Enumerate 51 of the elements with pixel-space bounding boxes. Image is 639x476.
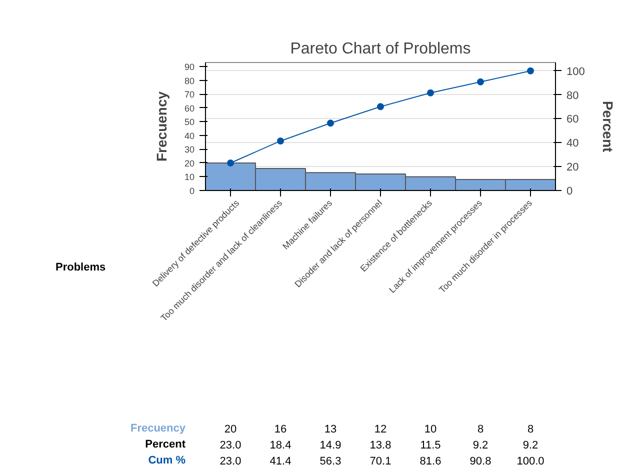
- y-tick-label: 0: [189, 186, 195, 196]
- text: 18.4: [270, 440, 292, 452]
- y-tick-label: 20: [184, 158, 195, 168]
- y-tick-label: 90: [184, 62, 195, 72]
- data-label: 12: [374, 424, 387, 436]
- y2-tick-label: 20: [566, 162, 579, 174]
- x-axis-title: Problems: [56, 262, 106, 274]
- data-label: 16: [274, 424, 287, 436]
- point: [377, 103, 384, 110]
- y2-axis-title: Percent: [600, 100, 616, 153]
- y-tick-label: 50: [184, 117, 195, 128]
- text: Cum %: [148, 454, 186, 466]
- text: 14.9: [320, 440, 342, 452]
- data-label: 23.0: [220, 456, 242, 468]
- data-label: 70.1: [370, 456, 392, 468]
- point: [277, 137, 284, 144]
- y-tick-label: 40: [184, 130, 195, 141]
- y-axis-title: Frecuency: [153, 91, 170, 162]
- data-label: 56.3: [320, 456, 342, 468]
- data-label: 20: [224, 424, 237, 436]
- y2-tick-label: 100: [566, 66, 585, 78]
- y2-tick-label: 60: [566, 114, 579, 126]
- data-label: 41.4: [270, 456, 292, 468]
- point: [477, 78, 484, 86]
- data-label: 8: [477, 424, 484, 436]
- text: 23.0: [220, 440, 242, 452]
- text: 11.5: [420, 440, 441, 452]
- text: 9.2: [472, 440, 488, 452]
- y-tick-label: 60: [184, 103, 195, 114]
- point: [427, 89, 434, 96]
- data-label: 13: [324, 424, 337, 436]
- y-tick-label: 80: [184, 76, 195, 86]
- text: 9.2: [522, 440, 538, 452]
- point: [327, 120, 334, 127]
- data-label: 10: [424, 424, 437, 436]
- y2-tick-label: 80: [566, 90, 579, 102]
- data-label: 81.6: [420, 456, 442, 468]
- text: Percent: [145, 438, 186, 450]
- y2-tick-label: 0: [566, 186, 573, 198]
- y2-tick-label: 40: [566, 138, 579, 150]
- point: [527, 67, 534, 74]
- data-label: 8: [527, 424, 534, 436]
- text: 13.8: [370, 440, 392, 452]
- data-label: 90.8: [470, 456, 492, 468]
- y-tick-label: 30: [184, 144, 195, 155]
- y-tick-label: 10: [184, 172, 195, 182]
- text: Frecuency: [130, 422, 186, 434]
- y-tick-label: 70: [184, 90, 195, 100]
- data-label: 100.0: [516, 456, 544, 468]
- chart-title: Pareto Chart of Problems: [290, 40, 471, 58]
- point: [227, 159, 234, 166]
